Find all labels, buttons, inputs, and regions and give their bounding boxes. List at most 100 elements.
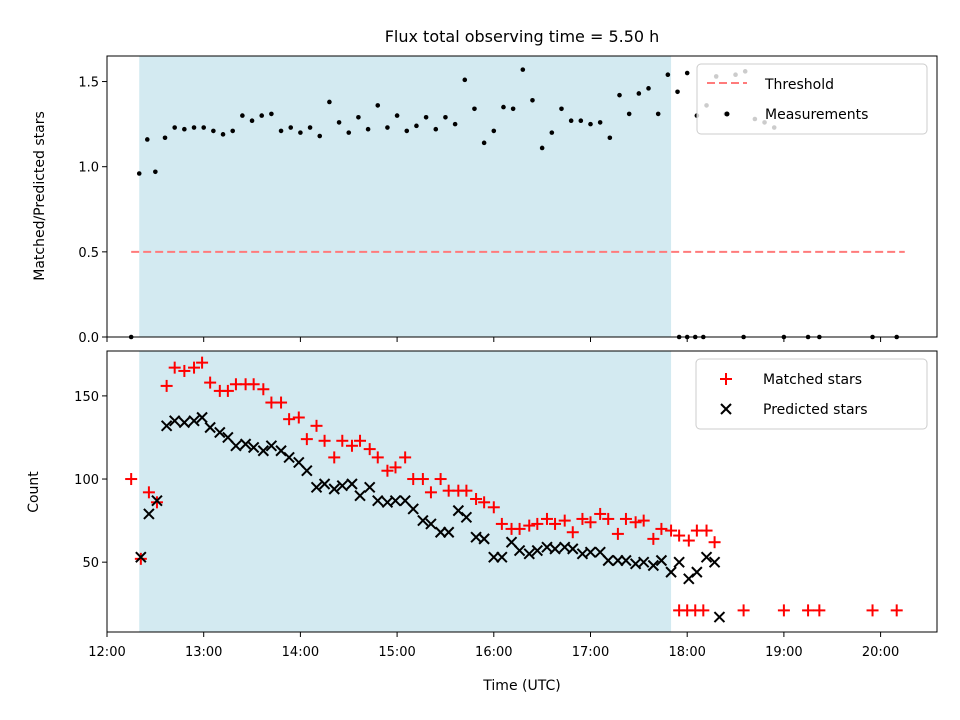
measurement-point [144,137,150,142]
matched-point [125,473,138,486]
matched-point [629,516,642,529]
matched-point [328,451,341,464]
predicted-point [389,494,402,507]
bottom-xtick-label: 12:00 [88,645,125,660]
matched-point [655,522,668,535]
legend-measurements-label: Measurements [765,107,868,123]
measurement-point [530,97,535,103]
predicted-point [665,566,677,578]
bottom-xlabel: Time (UTC) [482,678,560,694]
matched-point [531,517,544,530]
predicted-point [417,514,429,527]
measurement-point [162,135,168,141]
measurement-point [549,130,555,135]
matched-point [247,378,260,391]
matched-point [134,552,147,565]
matched-point [221,384,234,397]
predicted-point [301,465,313,477]
matched-point [576,512,589,525]
predicted-point [523,548,535,560]
bottom-axes-frame [106,350,938,633]
predicted-point [283,451,295,464]
measurement-point [307,125,313,130]
predicted-point [160,420,173,432]
predicted-point [478,533,490,545]
predicted-point [143,508,155,520]
matched-point [890,604,903,617]
observing-window-bottom [139,351,672,632]
predicted-point [602,554,614,567]
measurement-point [539,145,545,151]
matched-point [354,434,367,447]
top-panel: 0.0 0.5 1.0 1.5 Matched/Predicted stars Thr… [32,55,938,346]
matched-point [566,526,579,539]
measurement-point [510,106,516,112]
measurement-point [655,111,661,117]
matched-point [381,464,394,477]
matched-point [142,486,155,499]
observing-window-top [139,56,672,337]
measurement-point [568,118,574,124]
measurement-point [559,106,564,112]
bottom-xticks: 12:00 13:00 14:00 15:00 16:00 17:00 18:00 19:00… [88,632,899,660]
matched-point [866,604,879,617]
predicted-point [647,559,660,572]
matched-point [178,364,191,377]
legend-predicted-label: Predicted stars [763,402,868,418]
predicted-point [214,426,226,439]
bottom-xtick-label: 19:00 [765,645,802,660]
predicted-point [204,421,216,434]
matched-point [558,514,571,527]
predicted-point [620,554,632,567]
measurement-point [414,123,419,129]
top-axes-frame [106,55,938,338]
legend-matched-label: Matched stars [763,372,862,388]
measurement-point [394,113,400,118]
legend-matched-swatch [720,373,732,385]
matched-point [619,512,632,525]
matched-point [389,461,402,474]
matched-point [673,529,686,542]
chart-title: Flux total observing time = 5.50 h [385,27,660,46]
measurement-point [365,126,371,132]
predicted-point [673,556,685,568]
matched-point [523,519,536,532]
predicted-point [363,481,376,494]
matched-point [318,434,331,447]
measurement-point [259,113,265,118]
matched-point [513,522,526,535]
bottom-ytick-label: 100 [74,473,99,488]
matched-point [495,517,508,530]
matched-point [540,512,553,525]
measurement-point [269,111,274,117]
measurement-point [211,128,216,134]
predicted-point [318,478,331,490]
matched-point [204,376,217,389]
measurement-point [172,125,177,130]
predicted-point [567,543,579,555]
matched-point [647,532,660,545]
predicted-point [135,551,147,563]
top-xticks [106,337,882,342]
measurement-point [520,67,526,72]
measurement-point [501,104,506,110]
measurement-point [481,140,487,146]
bottom-xtick-label: 13:00 [185,645,222,660]
predicted-point [168,415,181,427]
matched-point [602,512,615,525]
bottom-ytick-label: 50 [82,556,99,571]
matched-point [813,604,826,617]
measurement-point [472,106,477,112]
predicted-point [531,544,544,557]
matched-point [470,492,483,505]
matched-point [424,486,437,499]
measurement-point [462,77,468,83]
bottom-xtick-label: 17:00 [572,645,609,660]
predicted-point [257,445,270,457]
predicted-point [700,551,713,563]
predicted-point [354,489,366,502]
matched-point [275,396,288,409]
matched-point [160,379,173,392]
matched-point [257,383,270,396]
predicted-point [239,438,252,450]
